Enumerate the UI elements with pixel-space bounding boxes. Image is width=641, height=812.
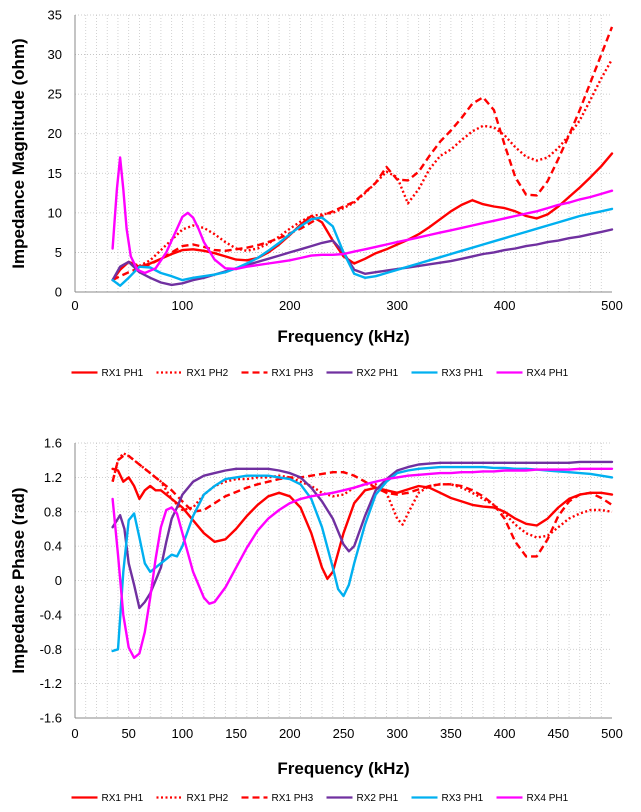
x-tick-label: 150: [225, 726, 247, 741]
x-tick-label: 500: [601, 298, 623, 313]
y-tick-label: 15: [48, 166, 62, 181]
series-line-rx2-ph1: [111, 228, 614, 287]
legend-label: RX1 PH3: [272, 368, 314, 379]
legend: RX1 PH1 RX1 PH2 RX1 PH3 RX2 PH1 RX3 PH1 RX4 P…: [71, 368, 569, 379]
y-tick-label: 0.4: [44, 539, 62, 554]
series-line-rx4-ph1: [111, 467, 614, 659]
y-tick-label: 1.2: [44, 470, 62, 485]
legend-label: RX1 PH1: [102, 368, 144, 379]
y-tick-label: 0.8: [44, 504, 62, 519]
y-tick-label: -1.6: [40, 711, 62, 726]
series-line-rx1-ph2: [111, 58, 614, 281]
legend: RX1 PH1 RX1 PH2 RX1 PH3 RX2 PH1 RX3 PH1 RX4 P…: [71, 793, 569, 804]
series-line-rx1-ph3: [111, 454, 613, 558]
x-tick-label: 250: [333, 726, 355, 741]
series-line-rx1-ph1: [111, 152, 614, 282]
x-axis-title: Frequency (kHz): [277, 759, 409, 778]
y-tick-label: 25: [48, 87, 62, 102]
y-tick-label: 1.6: [44, 436, 62, 451]
legend-label: RX1 PH2: [187, 368, 229, 379]
series-lines: [111, 26, 614, 287]
x-tick-label: 200: [279, 298, 301, 313]
x-tick-label: 300: [386, 726, 408, 741]
y-tick-label: 0: [55, 285, 62, 300]
x-tick-label: 0: [71, 726, 78, 741]
legend-label: RX1 PH2: [187, 793, 229, 804]
phase-chart: 0 50 100 150 200 250 300 350 400 450 500 -1.6 -1.2 -0…: [9, 436, 623, 805]
x-tick-label: 450: [547, 726, 569, 741]
legend-label: RX2 PH1: [357, 368, 399, 379]
series-line-rx3-ph1: [111, 465, 614, 653]
y-tick-label: -0.4: [40, 607, 62, 622]
y-tick-label: 30: [48, 47, 62, 62]
y-axis-title: Impedance Magnitude (ohm): [9, 38, 28, 268]
series-lines: [111, 452, 614, 659]
legend-label: RX1 PH1: [102, 793, 144, 804]
legend-label: RX2 PH1: [357, 793, 399, 804]
y-tick-label: 35: [48, 8, 62, 23]
x-tick-label: 100: [172, 726, 194, 741]
x-tick-label: 100: [172, 298, 194, 313]
legend-label: RX4 PH1: [527, 793, 569, 804]
y-tick-label: -0.8: [40, 642, 62, 657]
series-line-rx1-ph3: [112, 26, 614, 282]
x-axis-title: Frequency (kHz): [277, 327, 409, 346]
y-tick-label: 0: [55, 573, 62, 588]
series-line-rx3-ph1: [111, 207, 614, 287]
x-tick-label: 200: [279, 726, 301, 741]
x-tick-label: 500: [601, 726, 623, 741]
series-line-rx2-ph1: [111, 460, 614, 610]
y-tick-label: 10: [48, 205, 62, 220]
legend-label: RX3 PH1: [442, 368, 484, 379]
y-tick-label: 5: [55, 245, 62, 260]
legend-label: RX4 PH1: [527, 368, 569, 379]
x-tick-label: 400: [494, 726, 516, 741]
series-line-rx4-ph1: [111, 156, 614, 275]
y-tick-label: -1.2: [40, 676, 62, 691]
x-tick-label: 350: [440, 726, 462, 741]
x-tick-label: 0: [71, 298, 78, 313]
y-tick-label: 20: [48, 126, 62, 141]
x-tick-label: 50: [121, 726, 135, 741]
x-tick-label: 400: [494, 298, 516, 313]
y-axis-title: Impedance Phase (rad): [9, 487, 28, 673]
x-tick-label: 300: [386, 298, 408, 313]
magnitude-chart: 0 100 200 300 400 500 0 5 10 15 20 25 30 35 Frequency …: [9, 8, 623, 380]
legend-label: RX1 PH3: [272, 793, 314, 804]
legend-label: RX3 PH1: [442, 793, 484, 804]
